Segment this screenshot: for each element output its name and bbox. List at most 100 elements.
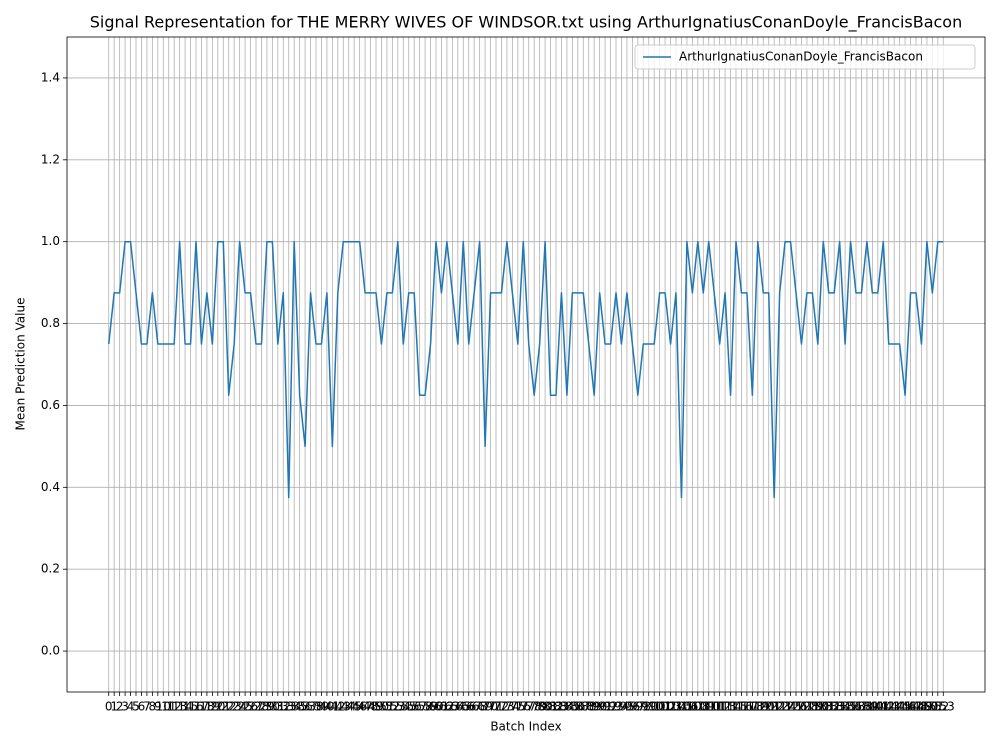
x-tick-label: 49 bbox=[368, 700, 383, 714]
x-tick-label: 116 bbox=[730, 700, 753, 714]
x-tick-label: 5 bbox=[132, 700, 140, 714]
x-tick-label: 104 bbox=[665, 700, 688, 714]
x-tick-label: 135 bbox=[834, 700, 857, 714]
x-tick-label: 43 bbox=[336, 700, 351, 714]
x-tick-label: 47 bbox=[357, 700, 372, 714]
x-tick-label: 118 bbox=[741, 700, 764, 714]
x-tick-label: 145 bbox=[888, 700, 911, 714]
x-tick-label: 82 bbox=[548, 700, 563, 714]
x-tick-label: 67 bbox=[467, 700, 482, 714]
x-tick-label: 110 bbox=[697, 700, 720, 714]
x-tick-label: 72 bbox=[494, 700, 509, 714]
x-tick-label: 63 bbox=[445, 700, 460, 714]
x-tick-label: 54 bbox=[396, 700, 411, 714]
x-tick-label: 62 bbox=[439, 700, 454, 714]
x-tick-label: 27 bbox=[248, 700, 263, 714]
x-tick-label: 133 bbox=[823, 700, 846, 714]
x-tick-label: 109 bbox=[692, 700, 715, 714]
x-tick-label: 55 bbox=[401, 700, 416, 714]
legend-box bbox=[634, 44, 976, 70]
x-tick-label: 93 bbox=[608, 700, 623, 714]
x-tick-label: 98 bbox=[636, 700, 651, 714]
y-tick-label: 0.6 bbox=[41, 398, 60, 412]
x-tick-label: 147 bbox=[899, 700, 922, 714]
x-tick-label: 61 bbox=[434, 700, 449, 714]
x-tick-label: 125 bbox=[779, 700, 802, 714]
x-tick-label: 129 bbox=[801, 700, 824, 714]
x-tick-label: 123 bbox=[768, 700, 791, 714]
x-tick-label: 10 bbox=[156, 700, 171, 714]
x-tick-label: 119 bbox=[746, 700, 769, 714]
x-tick-label: 132 bbox=[817, 700, 840, 714]
x-tick-label: 26 bbox=[243, 700, 258, 714]
x-tick-label: 60 bbox=[428, 700, 443, 714]
legend: ArthurIgnatiusConanDoyle_FrancisBacon bbox=[634, 44, 976, 70]
x-tick-label: 113 bbox=[714, 700, 737, 714]
x-tick-label: 58 bbox=[417, 700, 432, 714]
x-tick-label: 66 bbox=[461, 700, 476, 714]
x-tick-label: 23 bbox=[227, 700, 242, 714]
x-tick-label: 31 bbox=[270, 700, 285, 714]
x-tick-label: 153 bbox=[932, 700, 955, 714]
x-tick-label: 106 bbox=[675, 700, 698, 714]
x-tick-label: 12 bbox=[167, 700, 182, 714]
x-tick-label: 70 bbox=[483, 700, 498, 714]
x-tick-label: 40 bbox=[319, 700, 334, 714]
y-tick-label: 0.2 bbox=[41, 562, 60, 576]
x-tick-label: 131 bbox=[812, 700, 835, 714]
x-tick-label: 37 bbox=[303, 700, 318, 714]
x-tick-label: 41 bbox=[325, 700, 340, 714]
x-tick-label: 65 bbox=[456, 700, 471, 714]
x-tick-label: 108 bbox=[686, 700, 709, 714]
x-tick-label: 74 bbox=[505, 700, 520, 714]
x-tick-label: 130 bbox=[806, 700, 829, 714]
x-tick-label: 77 bbox=[521, 700, 536, 714]
x-tick-label: 51 bbox=[379, 700, 394, 714]
x-tick-label: 1 bbox=[110, 700, 118, 714]
x-tick-label: 56 bbox=[407, 700, 422, 714]
x-tick-label: 53 bbox=[390, 700, 405, 714]
x-tick-label: 28 bbox=[254, 700, 269, 714]
x-tick-label: 143 bbox=[877, 700, 900, 714]
x-tick-label: 52 bbox=[385, 700, 400, 714]
x-tick-label: 36 bbox=[297, 700, 312, 714]
x-tick-label: 140 bbox=[861, 700, 884, 714]
x-tick-label: 121 bbox=[757, 700, 780, 714]
x-tick-label: 92 bbox=[603, 700, 618, 714]
x-tick-label: 124 bbox=[774, 700, 797, 714]
x-tick-label: 59 bbox=[423, 700, 438, 714]
x-tick-label: 42 bbox=[330, 700, 345, 714]
x-tick-label: 30 bbox=[265, 700, 280, 714]
x-tick-label: 71 bbox=[488, 700, 503, 714]
x-tick-label: 46 bbox=[352, 700, 367, 714]
x-tick-label: 73 bbox=[499, 700, 514, 714]
x-tick-label: 32 bbox=[276, 700, 291, 714]
x-tick-label: 7 bbox=[143, 700, 151, 714]
x-tick-label: 69 bbox=[477, 700, 492, 714]
x-tick-label: 112 bbox=[708, 700, 731, 714]
x-tick-label: 44 bbox=[341, 700, 356, 714]
x-tick-label: 127 bbox=[790, 700, 813, 714]
x-tick-label: 150 bbox=[915, 700, 938, 714]
y-tick-label: 1.2 bbox=[41, 152, 60, 166]
x-tick-label: 88 bbox=[581, 700, 596, 714]
x-tick-label: 81 bbox=[543, 700, 558, 714]
x-tick-label: 83 bbox=[554, 700, 569, 714]
x-tick-label: 87 bbox=[576, 700, 591, 714]
x-tick-label: 95 bbox=[619, 700, 634, 714]
x-tick-label: 86 bbox=[570, 700, 585, 714]
x-tick-label: 33 bbox=[281, 700, 296, 714]
x-tick-label: 20 bbox=[210, 700, 225, 714]
x-tick-label: 142 bbox=[872, 700, 895, 714]
x-tick-label: 6 bbox=[138, 700, 146, 714]
x-tick-label: 4 bbox=[127, 700, 135, 714]
x-tick-label: 100 bbox=[643, 700, 666, 714]
x-tick-label: 103 bbox=[659, 700, 682, 714]
x-axis-label: Batch Index bbox=[490, 720, 561, 734]
y-axis-label: Mean Prediction Value bbox=[14, 298, 28, 431]
x-tick-label: 149 bbox=[910, 700, 933, 714]
x-tick-label: 126 bbox=[785, 700, 808, 714]
x-tick-label: 141 bbox=[866, 700, 889, 714]
